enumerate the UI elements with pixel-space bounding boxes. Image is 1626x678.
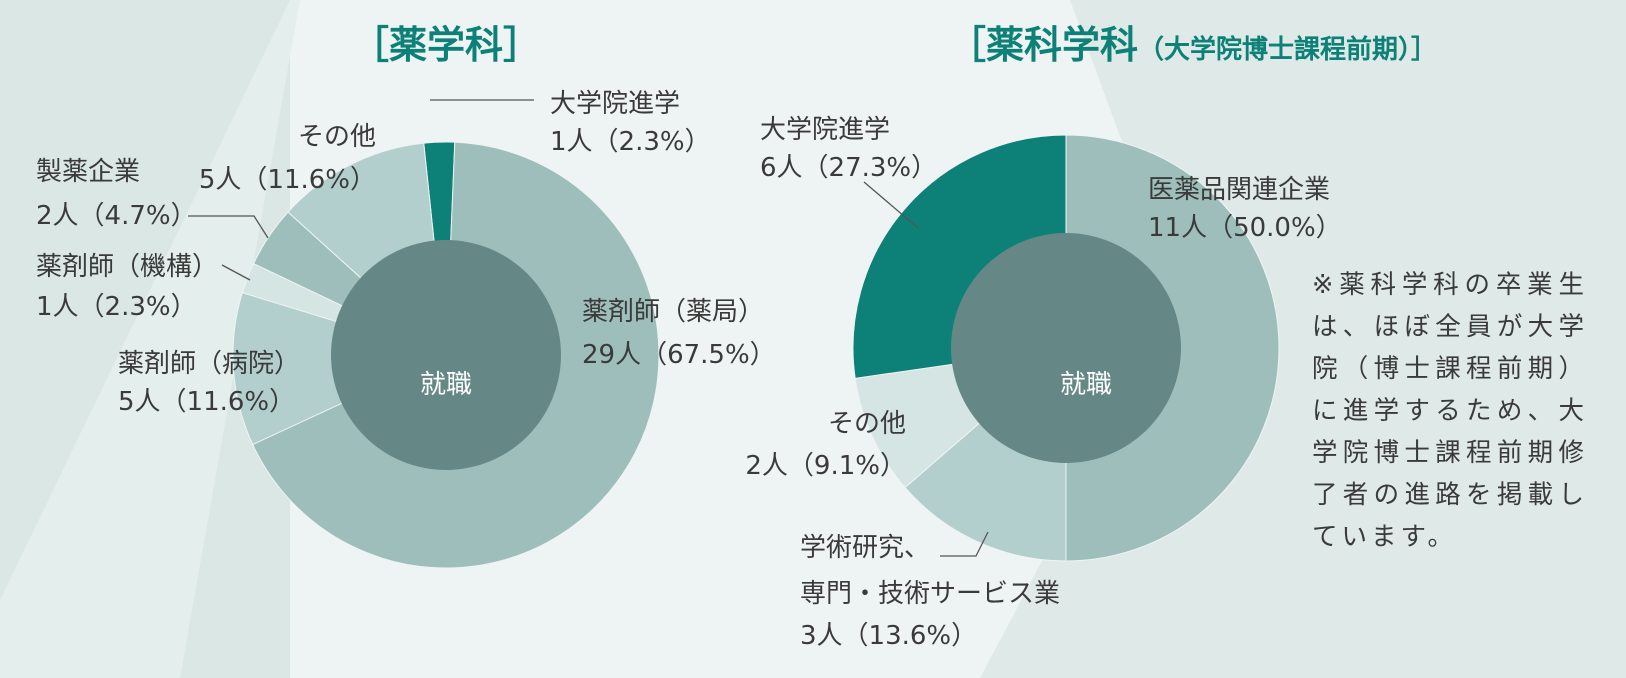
chart1-label-grad-school-count: 1人（2.3%） [550, 127, 711, 157]
chart2-leader-grad-school [863, 181, 919, 229]
chart1-leader-agency [221, 264, 251, 281]
chart1-center [331, 240, 561, 470]
chart1-label-pharmacy: 薬剤師（薬局） [582, 297, 764, 327]
chart1-label-pharma-company: 製薬企業 [36, 157, 140, 187]
chart2-leader-research [940, 531, 989, 557]
chart-pharma-science: ［薬科学科（大学院博士課程前期）］ 就職 医薬品関連企業 11人（50.0%） … [745, 23, 1437, 651]
chart2-label-other-count: 2人（9.1%） [745, 451, 906, 481]
chart2-label-research-2: 専門・技術サービス業 [800, 579, 1060, 609]
chart1-label-agency-count: 1人（2.3%） [36, 292, 197, 322]
chart2-label-grad-school: 大学院進学 [760, 115, 890, 145]
footnote: ※薬科学科の卒業生は、ほぼ全員が大学院（博士課程前期）に進学するため、大学院博士… [1312, 270, 1588, 552]
chart1-label-hospital: 薬剤師（病院） [118, 349, 300, 379]
chart1-leader-pharma [188, 215, 269, 239]
chart2-label-grad-school-count: 6人（27.3%） [760, 153, 937, 183]
chart1-label-pharmacy-count: 29人（67.5%） [582, 340, 776, 370]
chart2-label-research: 学術研究、 [800, 533, 930, 563]
chart1-label-other: その他 [298, 122, 376, 152]
chart2-label-pharma-companies: 医薬品関連企業 [1148, 175, 1330, 205]
chart2-center-label: 就職 [1060, 370, 1112, 400]
chart2-center [951, 233, 1181, 463]
background-band-diagonal [0, 0, 300, 678]
chart2-label-other: その他 [828, 409, 906, 439]
chart-pharmacy: ［薬学科］ 就職 大学院進学 1人（2.3%） 薬剤師（薬局） 29人（67.5… [36, 23, 776, 569]
chart2-label-pharma-companies-count: 11人（50.0%） [1148, 213, 1342, 243]
chart1-label-agency: 薬剤師（機構） [36, 252, 218, 282]
chart1-title: ［薬学科］ [351, 23, 541, 67]
chart1-label-pharma-company-count: 2人（4.7%） [36, 201, 197, 231]
chart1-label-grad-school: 大学院進学 [550, 89, 680, 119]
chart1-label-hospital-count: 5人（11.6%） [118, 387, 295, 417]
chart2-title: ［薬科学科（大学院博士課程前期）］ [948, 23, 1437, 67]
chart1-label-other-count: 5人（11.6%） [199, 165, 376, 195]
chart2-label-research-count: 3人（13.6%） [800, 621, 977, 651]
chart1-center-label: 就職 [420, 370, 472, 400]
